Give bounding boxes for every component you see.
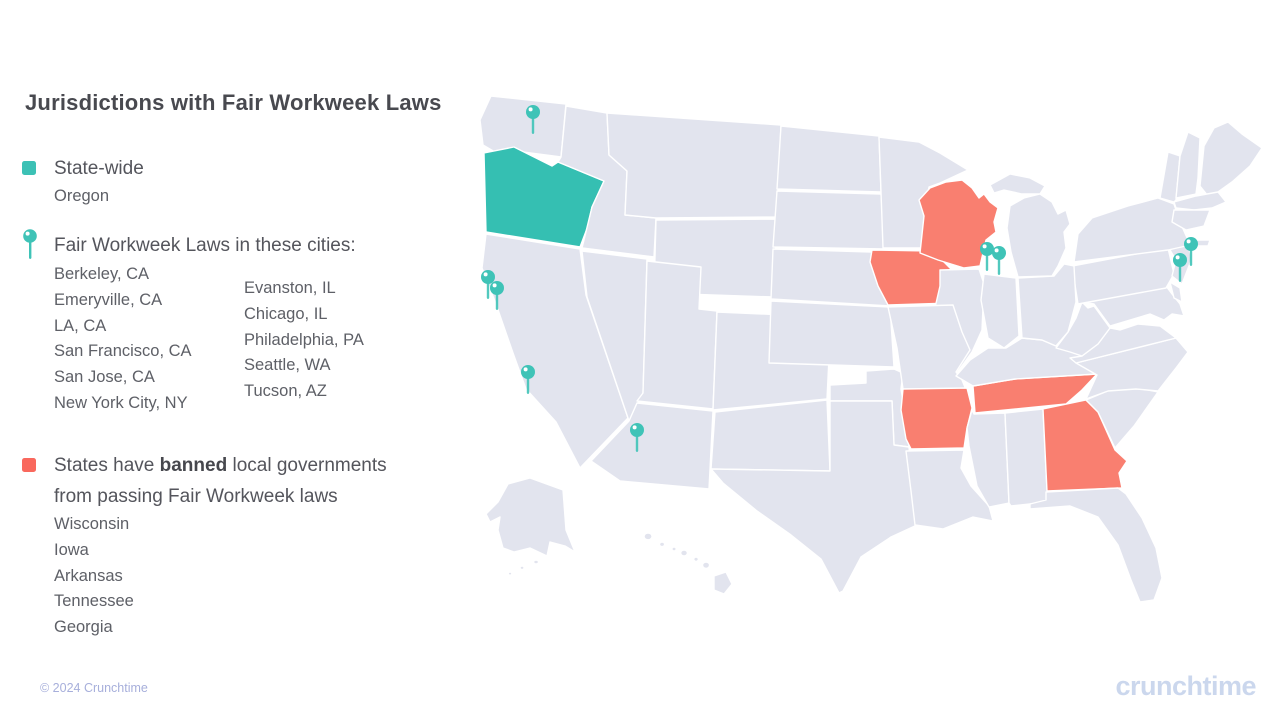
cities-column-2: Evanston, IL Chicago, IL Philadelphia, PA S… [244, 276, 364, 405]
cities-legend-label: Fair Workweek Laws in these cities: [54, 235, 356, 256]
state-fl [1029, 487, 1163, 603]
list-item: Evanston, IL [244, 279, 336, 297]
state-nh [1175, 131, 1201, 199]
list-item: San Francisco, CA [54, 342, 192, 361]
map-pin [992, 246, 1006, 275]
state-wa [479, 95, 567, 158]
state-md [1077, 285, 1185, 327]
state-ma [1173, 191, 1227, 211]
state-nc [1075, 337, 1189, 400]
aleutian-islands [507, 559, 540, 576]
state-ak [485, 477, 576, 557]
list-item: New York City, NY [54, 393, 188, 412]
state-nm [710, 399, 831, 472]
us-map [479, 95, 1263, 603]
state-mi [989, 173, 1071, 278]
banned-label-bold: banned [159, 455, 228, 476]
hawaii-islands [643, 532, 733, 595]
crunchtime-logo: crunchtime [1115, 671, 1256, 701]
map-pin [490, 281, 504, 310]
map-pin [1184, 237, 1198, 266]
banned-swatch-icon [22, 458, 36, 472]
state-sd [772, 190, 886, 250]
list-item: Emeryville, CA [54, 290, 163, 309]
state-me [1199, 121, 1263, 197]
list-item: Georgia [54, 618, 113, 637]
list-item: San Jose, CA [54, 368, 155, 387]
state-oh [1017, 263, 1077, 347]
list-item: Chicago, IL [244, 304, 328, 323]
state-in [980, 273, 1020, 349]
list-item: Oregon [54, 187, 110, 205]
state-ar [900, 387, 973, 450]
map-pin [526, 105, 540, 134]
map-pins-layer [481, 105, 1198, 452]
list-item: Tucson, AZ [244, 382, 327, 401]
list-item: Philadelphia, PA [244, 330, 364, 349]
state-az [590, 402, 714, 490]
states-layer [479, 95, 1263, 603]
map-pin-icon [23, 229, 37, 259]
state-ct-ri [1171, 209, 1211, 231]
state-mn [878, 136, 969, 249]
state-wi [918, 179, 999, 269]
page-title: Jurisdictions with Fair Workweek Laws [25, 90, 442, 115]
state-nd [776, 125, 882, 193]
list-item: LA, CA [54, 316, 107, 335]
banned-label-line2: from passing Fair Workweek laws [54, 486, 338, 507]
list-item: Arkansas [54, 566, 123, 585]
copyright-text: © 2024 Crunchtime [40, 681, 148, 695]
map-pin [630, 423, 644, 452]
map-pin [980, 242, 994, 271]
statewide-swatch-icon [22, 161, 36, 175]
state-tx [710, 400, 918, 594]
banned-state-list: Wisconsin Iowa Arkansas Tennessee Georgia [54, 512, 134, 641]
map-pin [481, 270, 495, 299]
state-wv [1055, 301, 1111, 357]
list-item: Iowa [54, 540, 89, 559]
banned-label-suffix: local governments [227, 455, 387, 476]
map-pin [1173, 253, 1187, 282]
state-de [1169, 281, 1183, 303]
list-item: Tennessee [54, 592, 134, 611]
statewide-label: State-wide [54, 158, 144, 179]
map-pin [521, 365, 535, 394]
state-la [905, 449, 994, 530]
list-item: Wisconsin [54, 515, 130, 533]
banned-legend-label: States have banned local governments fro… [54, 450, 474, 512]
cities-column-1: Berkeley, CA Emeryville, CA LA, CA San Fran… [54, 262, 192, 417]
state-mt [606, 112, 782, 219]
list-item: Seattle, WA [244, 356, 331, 375]
banned-label-prefix: States have [54, 455, 160, 476]
state-ks [768, 300, 895, 368]
statewide-state-list: Oregon [54, 184, 109, 210]
list-item: Berkeley, CA [54, 265, 150, 283]
